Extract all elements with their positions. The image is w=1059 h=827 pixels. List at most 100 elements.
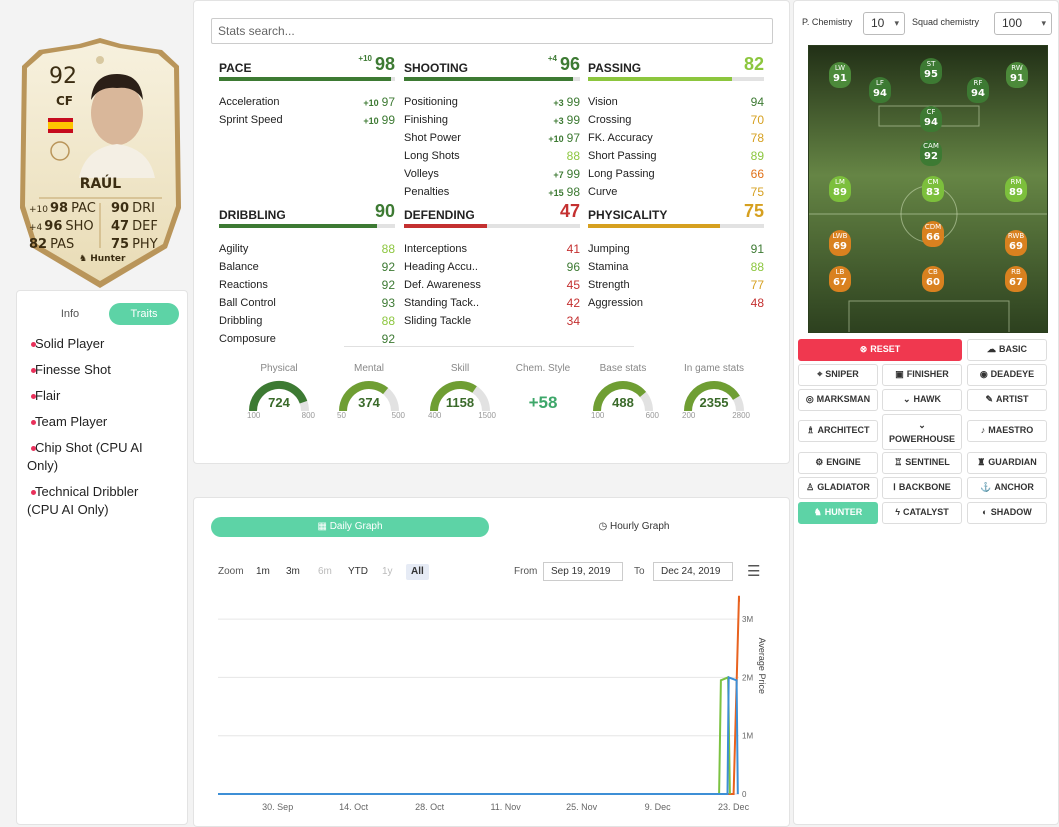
marksman-button[interactable]: ◎ MARKSMAN bbox=[798, 389, 878, 411]
gauge-label: Base stats bbox=[599, 363, 647, 374]
category-bar-fill bbox=[588, 77, 733, 81]
tab-info[interactable]: Info bbox=[60, 308, 80, 320]
category-bar-fill bbox=[588, 224, 720, 228]
pitch-position-cdm[interactable]: CDM 66 bbox=[922, 221, 944, 247]
stat-value: 93 bbox=[381, 296, 395, 310]
position-label: RW bbox=[1011, 64, 1023, 72]
stat-name: Reactions bbox=[219, 279, 268, 291]
pitch-position-cam[interactable]: CAM 92 bbox=[920, 140, 942, 166]
stat-name: Vision bbox=[588, 96, 618, 108]
pitch-position-rb[interactable]: RB 67 bbox=[1005, 266, 1027, 292]
gauge-max: 600 bbox=[645, 411, 659, 420]
gauge-arc bbox=[339, 381, 399, 412]
architect-button[interactable]: ♗ ARCHITECT bbox=[798, 420, 878, 442]
gauge-fill bbox=[684, 381, 740, 412]
reset-button[interactable]: ⊗ RESET bbox=[798, 339, 962, 361]
squad-chemistry-select[interactable]: 100 bbox=[994, 12, 1052, 35]
pitch-position-rf[interactable]: RF 94 bbox=[967, 77, 989, 103]
gauge-max: 800 bbox=[301, 411, 315, 420]
stat-value: 96 bbox=[566, 260, 580, 274]
sniper-button[interactable]: ⌖ SNIPER bbox=[798, 364, 878, 386]
stat-row: Strength 77 bbox=[588, 276, 764, 294]
zoom-6m-button[interactable]: 6m bbox=[318, 566, 332, 577]
stat-value: 97 bbox=[381, 95, 395, 109]
gauge-max: 2800 bbox=[732, 411, 750, 420]
zoom-all-button[interactable]: All bbox=[406, 564, 429, 580]
category-bar-fill bbox=[219, 77, 392, 81]
card-stat-phy: 75 PHY bbox=[111, 237, 158, 252]
pitch-position-rm[interactable]: RM 89 bbox=[1005, 176, 1027, 202]
card-stat-label: SHO bbox=[65, 219, 94, 234]
p-chemistry-select[interactable]: 10 bbox=[863, 12, 905, 35]
artist-button[interactable]: ✎ ARTIST bbox=[967, 389, 1047, 411]
category-bar bbox=[219, 77, 395, 81]
position-chemistry: 95 bbox=[924, 69, 938, 80]
gauge-physical: Physical 724 100 800 bbox=[243, 363, 315, 420]
stat-row: Standing Tack.. 42 bbox=[404, 294, 580, 312]
pitch-position-rw[interactable]: RW 91 bbox=[1006, 62, 1028, 88]
pitch-position-cb[interactable]: CB 60 bbox=[922, 266, 944, 292]
gladiator-button[interactable]: ♙ GLADIATOR bbox=[798, 477, 878, 499]
hamburger-icon[interactable]: ☰ bbox=[747, 563, 761, 580]
stat-name: Standing Tack.. bbox=[404, 297, 480, 309]
stat-row: Composure 92 bbox=[219, 330, 395, 348]
chem-style-label: Chem. Style bbox=[515, 363, 571, 374]
stat-row: Acceleration +10 97 bbox=[219, 93, 395, 111]
anchor-button[interactable]: ⚓ ANCHOR bbox=[967, 477, 1047, 499]
catalyst-button[interactable]: ϟ CATALYST bbox=[882, 502, 962, 524]
gauge-fill bbox=[593, 381, 647, 412]
deadeye-button[interactable]: ◉ DEADEYE bbox=[967, 364, 1047, 386]
powerhouse-button[interactable]: ⌄ POWERHOUSE bbox=[882, 414, 962, 450]
zoom-3m-button[interactable]: 3m bbox=[286, 566, 300, 577]
sentinel-button[interactable]: ♖ SENTINEL bbox=[882, 452, 962, 474]
basic-button[interactable]: ☁ BASIC bbox=[967, 339, 1047, 361]
shadow-button[interactable]: ◐ SHADOW bbox=[967, 502, 1047, 524]
pitch-position-lwb[interactable]: LWB 69 bbox=[829, 230, 851, 256]
daily-graph-button[interactable]: ▦ Daily Graph bbox=[211, 517, 489, 537]
stat-name: Stamina bbox=[588, 261, 629, 273]
hunter-button[interactable]: ♞ HUNTER bbox=[798, 502, 878, 524]
pitch-position-lw[interactable]: LW 91 bbox=[829, 62, 851, 88]
from-date-input[interactable]: Sep 19, 2019 bbox=[543, 562, 623, 581]
stat-row: Aggression 48 bbox=[588, 294, 764, 312]
pitch-position-st[interactable]: ST 95 bbox=[920, 58, 942, 84]
pitch-position-lm[interactable]: LM 89 bbox=[829, 176, 851, 202]
pitch-position-cf[interactable]: CF 94 bbox=[920, 106, 942, 132]
gauge-min: 100 bbox=[591, 411, 605, 420]
category-name: DRIBBLING bbox=[219, 208, 286, 222]
hunter-icon: ♞ bbox=[79, 254, 88, 264]
finisher-button[interactable]: ▣ FINISHER bbox=[882, 364, 962, 386]
hourly-graph-button[interactable]: ◷ Hourly Graph bbox=[598, 521, 670, 532]
pitch-position-lf[interactable]: LF 94 bbox=[869, 77, 891, 103]
chem-style-value: +58 bbox=[528, 393, 558, 412]
tab-traits[interactable]: Traits bbox=[109, 303, 179, 325]
backbone-button[interactable]: Ⅰ BACKBONE bbox=[882, 477, 962, 499]
reset-icon: ⊗ bbox=[859, 344, 868, 354]
chem-style-label: FINISHER bbox=[906, 369, 949, 379]
stat-name: FK. Accuracy bbox=[588, 132, 653, 144]
zoom-ytd-button[interactable]: YTD bbox=[348, 566, 368, 577]
maestro-button[interactable]: ♪ MAESTRO bbox=[967, 420, 1047, 442]
stat-name: Ball Control bbox=[219, 297, 276, 309]
hawk-button[interactable]: ⌄ HAWK bbox=[882, 389, 962, 411]
position-chemistry: 69 bbox=[833, 241, 847, 252]
to-date-input[interactable]: Dec 24, 2019 bbox=[653, 562, 733, 581]
stat-row: Dribbling 88 bbox=[219, 312, 395, 330]
y-tick-label: 3M bbox=[742, 615, 753, 624]
pitch-position-lb[interactable]: LB 67 bbox=[829, 266, 851, 292]
stat-boost: +10 bbox=[548, 134, 564, 144]
category-name: DEFENDING bbox=[404, 208, 475, 222]
zoom-1y-button[interactable]: 1y bbox=[382, 566, 393, 577]
engine-button[interactable]: ⚙ ENGINE bbox=[798, 452, 878, 474]
stats-search-input[interactable]: Stats search... bbox=[211, 18, 773, 44]
x-tick-label: 30. Sep bbox=[262, 802, 293, 812]
stat-value: 99 bbox=[566, 167, 580, 181]
stat-row: Stamina 88 bbox=[588, 258, 764, 276]
pitch-position-rwb[interactable]: RWB 69 bbox=[1005, 230, 1027, 256]
pitch-position-cm[interactable]: CM 83 bbox=[922, 176, 944, 202]
zoom-1m-button[interactable]: 1m bbox=[256, 566, 270, 577]
x-tick-label: 11. Nov bbox=[490, 802, 521, 812]
guardian-button[interactable]: ♜ GUARDIAN bbox=[967, 452, 1047, 474]
position-label: RF bbox=[973, 79, 983, 87]
category-bar bbox=[588, 77, 764, 81]
